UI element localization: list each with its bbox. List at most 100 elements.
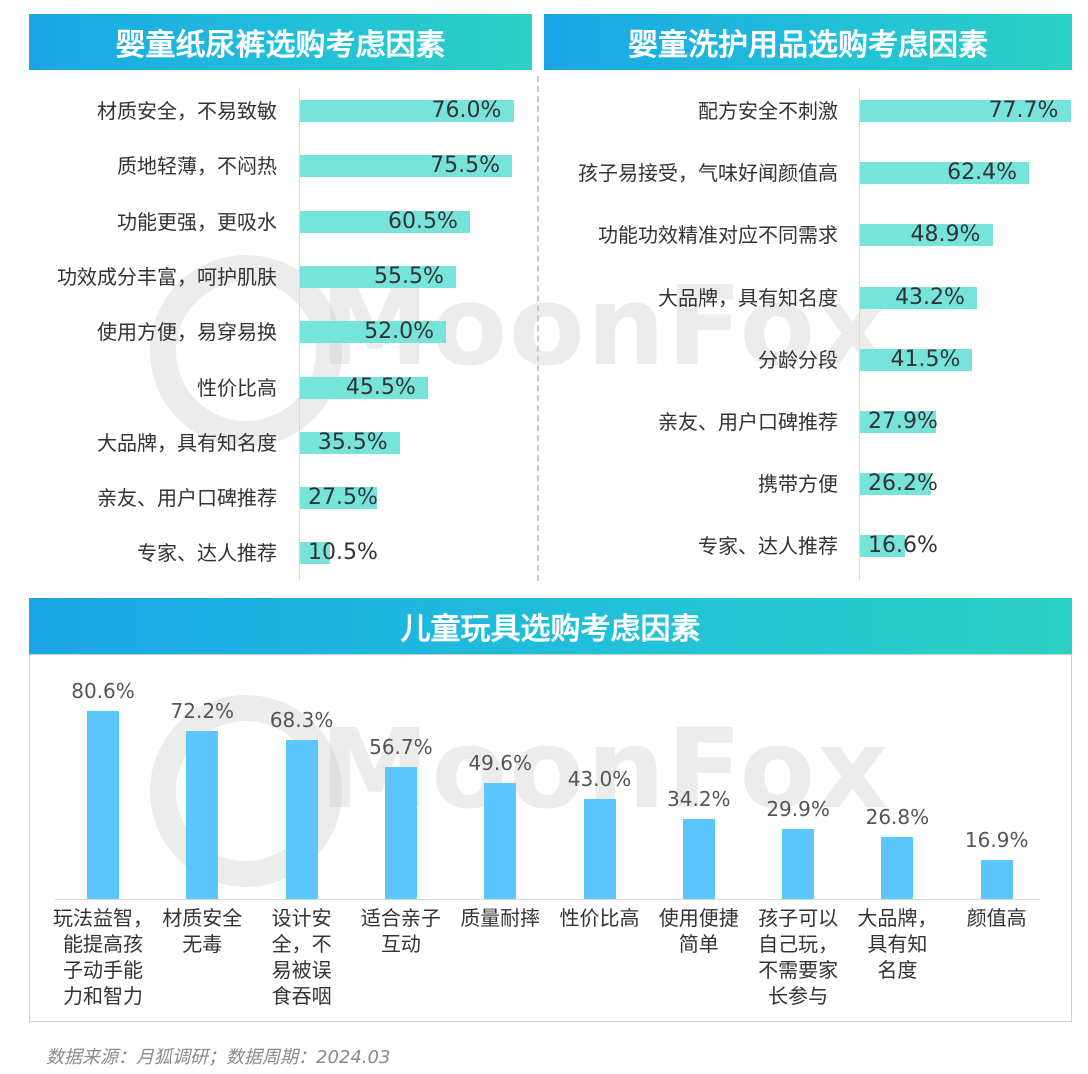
- bar-row: 大品牌，具有知名度 35.5%: [29, 430, 532, 456]
- bar: [860, 348, 973, 371]
- value-label: 75.5%: [430, 153, 501, 179]
- diapers-axis: [299, 88, 300, 580]
- bar: [860, 411, 936, 433]
- category-label: 质地轻薄，不闷热: [117, 154, 277, 179]
- bar-row: 材质安全，不易致敏 76.0%: [29, 98, 532, 124]
- bar: [300, 321, 447, 344]
- bar-row: 孩子易接受，气味好闻颜值高 62.4%: [544, 160, 1072, 186]
- source-note: 数据来源：月狐调研；数据周期：2024.03: [46, 1047, 391, 1068]
- bar: [583, 798, 616, 899]
- bar: [484, 783, 517, 899]
- category-label: 玩法益智， 能提高孩 子动手能 力和智力: [53, 906, 153, 1008]
- bar-row: 质地轻薄，不闷热 75.5%: [29, 153, 532, 179]
- bar: [860, 162, 1030, 185]
- panel-title-toys: 儿童玩具选购考虑因素: [29, 598, 1072, 654]
- value-label: 76.0%: [431, 98, 502, 123]
- bar-row: 配方安全不刺激 77.7%: [544, 98, 1072, 124]
- value-label: 48.9%: [910, 222, 981, 248]
- category-label: 亲友、用户口碑推荐: [658, 410, 838, 434]
- bar: [186, 730, 219, 899]
- category-label: 大品牌，具有知名度: [658, 285, 838, 310]
- bar-row: 大品牌，具有知名度 43.2%: [544, 285, 1072, 311]
- panel-title-diapers: 婴童纸尿裤选购考虑因素: [29, 14, 532, 70]
- bar: [285, 739, 318, 899]
- bar: [860, 535, 905, 558]
- bar-row: 携带方便 26.2%: [544, 471, 1072, 497]
- category-label: 材质安全 无毒: [162, 906, 243, 956]
- value-label: 72.2%: [170, 698, 235, 723]
- bar: [860, 100, 1071, 122]
- value-label: 56.7%: [369, 734, 433, 759]
- bar-row: 专家、达人推荐 16.6%: [544, 533, 1072, 559]
- value-label: 43.2%: [895, 284, 965, 310]
- category-label: 材质安全，不易致敏: [97, 99, 277, 123]
- category-label: 适合亲子 互动: [360, 906, 441, 956]
- value-label: 27.9%: [868, 409, 938, 434]
- toiletries-chart: 配方安全不刺激 77.7% 孩子易接受，气味好闻颜值高 62.4% 功能功效精准对应不同…: [544, 98, 1072, 568]
- value-label: 34.2%: [667, 787, 731, 812]
- category-label: 配方安全不刺激: [698, 99, 838, 123]
- value-label: 77.7%: [988, 98, 1059, 123]
- value-label: 27.5%: [308, 485, 378, 511]
- bar: [860, 473, 931, 496]
- bar-row: 功效成分丰富，呵护肌肤 55.5%: [29, 264, 532, 290]
- panel-title-toiletries: 婴童洗护用品选购考虑因素: [544, 14, 1072, 70]
- toys-baseline: [55, 899, 1040, 900]
- category-label: 功效成分丰富，呵护肌肤: [57, 264, 277, 289]
- category-label: 携带方便: [758, 472, 838, 497]
- value-label: 41.5%: [890, 346, 961, 372]
- bar: [300, 265, 456, 288]
- value-label: 60.5%: [388, 208, 458, 234]
- panel-divider: [537, 76, 539, 581]
- bar: [782, 829, 815, 899]
- bar: [300, 431, 400, 454]
- category-label: 功能功效精准对应不同需求: [598, 223, 838, 248]
- diapers-chart: 材质安全，不易致敏 76.0% 质地轻薄，不闷热 75.5% 功能更强，更吸水 60.5%…: [29, 98, 532, 568]
- category-label: 专家、达人推荐: [698, 534, 838, 559]
- category-label: 颜值高: [966, 906, 1027, 930]
- value-label: 16.6%: [868, 533, 938, 559]
- value-label: 80.6%: [71, 679, 135, 704]
- category-label: 专家、达人推荐: [137, 541, 277, 566]
- category-label: 性价比高: [559, 906, 640, 930]
- value-label: 62.4%: [947, 160, 1017, 186]
- bar: [860, 286, 978, 309]
- bar-row: 分龄分段 41.5%: [544, 347, 1072, 373]
- value-label: 45.5%: [345, 374, 416, 400]
- bar: [300, 542, 330, 565]
- bar-row: 专家、达人推荐 10.5%: [29, 540, 532, 566]
- bar: [860, 224, 993, 247]
- category-label: 孩子可以 自己玩， 不需要家 长参与: [758, 906, 839, 1008]
- bar: [300, 210, 470, 233]
- category-label: 亲友、用户口碑推荐: [97, 486, 277, 511]
- category-label: 设计安 全，不 易被误 食吞咽: [271, 906, 332, 1008]
- value-label: 43.0%: [567, 766, 632, 791]
- value-label: 26.8%: [865, 804, 930, 829]
- category-label: 性价比高: [197, 375, 277, 400]
- bar: [682, 819, 715, 899]
- category-label: 功能更强，更吸水: [117, 209, 277, 234]
- bar: [300, 155, 513, 178]
- category-label: 质量耐摔: [460, 906, 541, 930]
- bar: [300, 100, 514, 122]
- value-label: 52.0%: [364, 319, 434, 345]
- value-label: 29.9%: [766, 797, 830, 822]
- value-label: 49.6%: [468, 751, 532, 776]
- bar: [384, 766, 417, 899]
- category-label: 使用便捷 简单: [658, 906, 739, 956]
- bar-row: 亲友、用户口碑推荐 27.9%: [544, 409, 1072, 435]
- bar: [881, 836, 914, 899]
- category-label: 孩子易接受，气味好闻颜值高: [578, 161, 838, 186]
- toys-chart-box: [29, 654, 1072, 1022]
- bar: [87, 711, 119, 899]
- category-label: 大品牌，具有知名度: [857, 906, 938, 982]
- toiletries-axis: [859, 88, 860, 580]
- bar-row: 使用方便，易穿易换 52.0%: [29, 319, 532, 345]
- toys-chart: 80.6% 玩法益智， 能提高孩 子动手能 力和智力 72.2% 材质安全 无毒 68.3% 设计…: [29, 654, 1072, 1020]
- category-label: 使用方便，易穿易换: [97, 320, 277, 345]
- value-label: 68.3%: [269, 707, 334, 732]
- bar-row: 功能更强，更吸水 60.5%: [29, 209, 532, 235]
- category-label: 分龄分段: [758, 347, 838, 372]
- bar-row: 功能功效精准对应不同需求 48.9%: [544, 222, 1072, 248]
- bar-row: 性价比高 45.5%: [29, 375, 532, 401]
